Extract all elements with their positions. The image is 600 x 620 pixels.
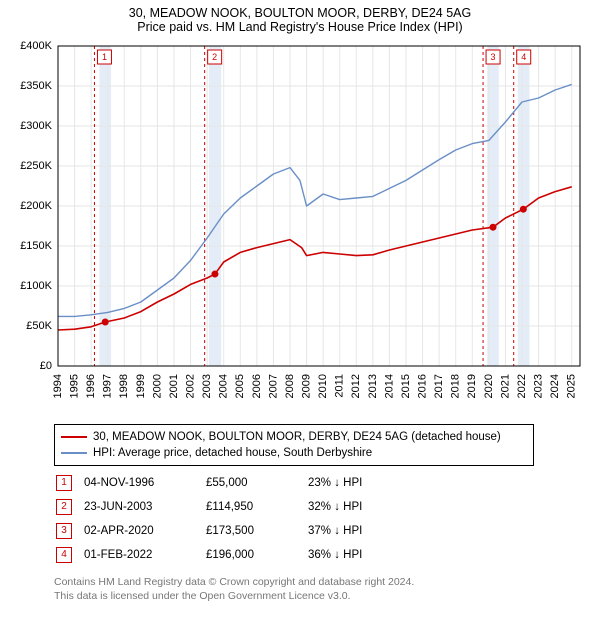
legend: 30, MEADOW NOOK, BOULTON MOOR, DERBY, DE… <box>54 424 534 466</box>
attribution-line-1: Contains HM Land Registry data © Crown c… <box>54 576 590 590</box>
svg-text:2017: 2017 <box>433 374 445 398</box>
event-date: 04-NOV-1996 <box>84 472 204 494</box>
svg-text:2007: 2007 <box>267 374 279 398</box>
title-line-2: Price paid vs. HM Land Registry's House … <box>10 20 590 34</box>
svg-text:2023: 2023 <box>532 374 544 398</box>
event-row: 4 01-FEB-2022£196,00036% ↓ HPI <box>56 544 372 566</box>
svg-text:2021: 2021 <box>499 374 511 398</box>
svg-text:1996: 1996 <box>85 374 97 398</box>
event-price: £55,000 <box>206 472 306 494</box>
svg-text:2024: 2024 <box>549 374 561 398</box>
svg-text:2020: 2020 <box>483 374 495 398</box>
page: 30, MEADOW NOOK, BOULTON MOOR, DERBY, DE… <box>0 0 600 620</box>
svg-text:2006: 2006 <box>251 374 263 398</box>
svg-text:2001: 2001 <box>168 374 180 398</box>
event-price: £173,500 <box>206 520 306 542</box>
svg-text:£50K: £50K <box>26 320 52 332</box>
legend-row-1: 30, MEADOW NOOK, BOULTON MOOR, DERBY, DE… <box>61 429 527 445</box>
svg-text:2000: 2000 <box>151 374 163 398</box>
svg-text:1: 1 <box>102 52 107 62</box>
event-price: £114,950 <box>206 496 306 518</box>
event-delta: 36% ↓ HPI <box>308 544 372 566</box>
svg-text:2018: 2018 <box>450 374 462 398</box>
legend-swatch-2 <box>61 452 87 454</box>
svg-text:2008: 2008 <box>284 374 296 398</box>
attribution-line-2: This data is licensed under the Open Gov… <box>54 590 590 604</box>
title-line-1: 30, MEADOW NOOK, BOULTON MOOR, DERBY, DE… <box>10 6 590 20</box>
svg-text:1997: 1997 <box>102 374 114 398</box>
chart: £0 £50K £100K £150K £200K £250K £300K £350K £400… <box>10 38 590 418</box>
svg-text:£0: £0 <box>40 360 52 372</box>
events-table: 1 04-NOV-1996£55,00023% ↓ HPI 2 23-JUN-2003… <box>54 470 374 568</box>
svg-text:2015: 2015 <box>400 374 412 398</box>
svg-text:1999: 1999 <box>135 374 147 398</box>
svg-text:1998: 1998 <box>118 374 130 398</box>
svg-text:1994: 1994 <box>52 374 64 398</box>
svg-text:£100K: £100K <box>20 280 52 292</box>
svg-text:2009: 2009 <box>300 374 312 398</box>
svg-text:£150K: £150K <box>20 240 52 252</box>
event-row: 1 04-NOV-1996£55,00023% ↓ HPI <box>56 472 372 494</box>
legend-label-1: 30, MEADOW NOOK, BOULTON MOOR, DERBY, DE… <box>93 429 501 445</box>
event-date: 23-JUN-2003 <box>84 496 204 518</box>
svg-text:2013: 2013 <box>367 374 379 398</box>
event-delta: 23% ↓ HPI <box>308 472 372 494</box>
chart-svg: £0 £50K £100K £150K £200K £250K £300K £350K £400… <box>10 38 590 418</box>
svg-text:2022: 2022 <box>516 374 528 398</box>
event-price: £196,000 <box>206 544 306 566</box>
event-number: 2 <box>56 499 72 515</box>
svg-text:2012: 2012 <box>350 374 362 398</box>
event-number: 4 <box>56 547 72 563</box>
svg-text:£400K: £400K <box>20 40 52 52</box>
svg-text:1995: 1995 <box>68 374 80 398</box>
svg-text:2019: 2019 <box>466 374 478 398</box>
event-delta: 37% ↓ HPI <box>308 520 372 542</box>
event-row: 3 02-APR-2020£173,50037% ↓ HPI <box>56 520 372 542</box>
svg-text:3: 3 <box>491 52 496 62</box>
svg-text:2010: 2010 <box>317 374 329 398</box>
legend-label-2: HPI: Average price, detached house, Sout… <box>93 445 372 461</box>
attribution: Contains HM Land Registry data © Crown c… <box>54 576 590 603</box>
legend-swatch-1 <box>61 436 87 438</box>
event-number: 3 <box>56 523 72 539</box>
legend-row-2: HPI: Average price, detached house, Sout… <box>61 445 527 461</box>
event-row: 2 23-JUN-2003£114,95032% ↓ HPI <box>56 496 372 518</box>
svg-text:2014: 2014 <box>383 374 395 398</box>
svg-text:£300K: £300K <box>20 120 52 132</box>
event-date: 02-APR-2020 <box>84 520 204 542</box>
svg-text:4: 4 <box>521 52 526 62</box>
svg-text:£200K: £200K <box>20 200 52 212</box>
svg-text:2003: 2003 <box>201 374 213 398</box>
chart-titles: 30, MEADOW NOOK, BOULTON MOOR, DERBY, DE… <box>10 6 590 34</box>
svg-text:2011: 2011 <box>334 374 346 398</box>
svg-text:2002: 2002 <box>184 374 196 398</box>
event-number: 1 <box>56 475 72 491</box>
event-date: 01-FEB-2022 <box>84 544 204 566</box>
svg-text:£350K: £350K <box>20 80 52 92</box>
event-delta: 32% ↓ HPI <box>308 496 372 518</box>
svg-text:2005: 2005 <box>234 374 246 398</box>
svg-text:2: 2 <box>212 52 217 62</box>
svg-text:2004: 2004 <box>218 374 230 398</box>
svg-text:2025: 2025 <box>566 374 578 398</box>
svg-text:2016: 2016 <box>416 374 428 398</box>
svg-text:£250K: £250K <box>20 160 52 172</box>
